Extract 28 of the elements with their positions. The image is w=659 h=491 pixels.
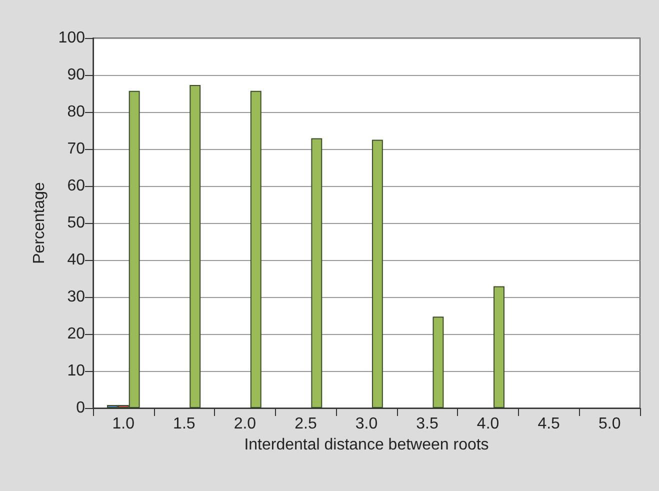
x-tick-label: 5.0	[598, 416, 621, 432]
bar	[432, 316, 444, 408]
y-axis-title: Percentage	[30, 182, 48, 264]
x-tick-label: 2.5	[294, 416, 317, 432]
y-tick-label: 70	[67, 140, 86, 158]
y-tick-label: 0	[76, 400, 86, 416]
y-tick-label: 20	[67, 326, 86, 342]
x-tick-label: 4.5	[538, 416, 560, 432]
bar	[190, 84, 201, 408]
y-tick-label: 50	[67, 214, 86, 232]
y-tick-label: 60	[67, 178, 86, 194]
y-tick-label: 90	[67, 66, 86, 84]
bar	[372, 140, 383, 408]
y-tick-label: 10	[67, 362, 86, 380]
x-tick-label: 1.5	[173, 416, 196, 432]
x-axis-title: Interdental distance between roots	[244, 436, 489, 454]
x-tick-label: 3.5	[416, 416, 438, 432]
x-tick-label: 4.0	[476, 416, 500, 432]
bar	[311, 138, 322, 408]
x-tick-label: 1.0	[112, 416, 135, 432]
bar	[494, 286, 504, 408]
y-tick-label: 40	[67, 252, 86, 268]
x-tick-label: 3.0	[355, 416, 378, 432]
y-tick-label: 30	[67, 288, 86, 306]
y-tick-label: 100	[58, 30, 86, 46]
x-tick-label: 2.0	[234, 416, 256, 432]
bar	[250, 90, 262, 408]
y-tick-label: 80	[67, 104, 86, 120]
